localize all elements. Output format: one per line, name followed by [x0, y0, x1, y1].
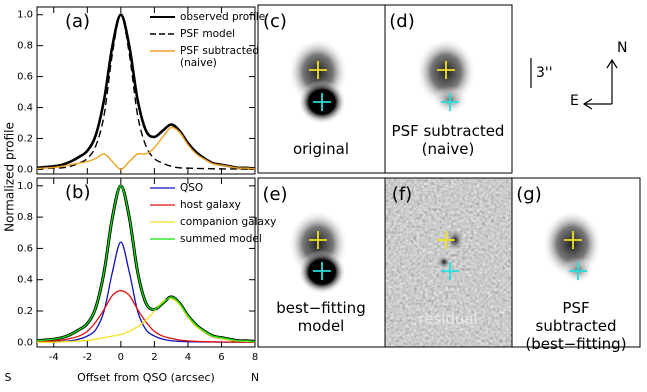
x-end-label: N — [251, 371, 259, 384]
image-caption: PSF subtracted (naive) — [391, 122, 505, 158]
y-tick-label: 1.0 — [17, 181, 33, 192]
legend-label: PSF model — [180, 28, 236, 40]
panel-label: (g) — [516, 184, 541, 205]
legend-label: PSF subtracted (naive) — [180, 45, 260, 69]
y-tick-label: 0.8 — [17, 41, 33, 52]
y-tick-label: 0.0 — [17, 164, 33, 175]
y-tick-label: 0.2 — [17, 306, 33, 317]
compass — [530, 58, 618, 110]
x-tick-label: 2 — [151, 352, 157, 363]
east-label: E — [570, 93, 579, 109]
image-caption: residual — [418, 310, 478, 328]
y-tick-label: 0.6 — [17, 243, 33, 254]
y-tick-label: 1.0 — [17, 10, 33, 21]
x-tick-label: -2 — [82, 352, 92, 363]
y-tick-label: 0.2 — [17, 133, 33, 144]
y-tick-label: 0.8 — [17, 212, 33, 223]
profile-line — [37, 297, 256, 343]
image-e — [257, 177, 386, 348]
image-g — [511, 177, 641, 348]
image-caption: original — [292, 140, 350, 158]
panel-label: (d) — [389, 11, 414, 32]
image-f — [384, 177, 513, 348]
profile-line — [36, 241, 255, 343]
x-tick-label: 0 — [118, 352, 124, 363]
panel-label: (c) — [263, 11, 287, 32]
plot-frame — [36, 177, 256, 348]
x-tick-label: -4 — [49, 352, 59, 363]
y-tick-label: 0.4 — [17, 103, 33, 114]
image-d — [384, 4, 513, 174]
scale-label: 3'' — [536, 65, 553, 81]
profile-line — [36, 185, 256, 343]
legend-label: QSO — [180, 182, 204, 194]
panel-label: (a) — [65, 11, 90, 32]
y-axis-label: Normalized profile — [3, 122, 17, 232]
image-caption: PSF subtracted (best−fitting) — [525, 299, 627, 353]
profile-line — [36, 290, 255, 343]
x-axis-label: Offset from QSO (arcsec) — [77, 371, 215, 384]
legend-label: companion galaxy — [180, 216, 277, 228]
legend-label: host galaxy — [180, 199, 241, 211]
north-label: N — [617, 40, 627, 56]
y-tick-label: 0.6 — [17, 72, 33, 83]
legend-label: observed profile — [180, 11, 266, 23]
x-tick-label: 6 — [218, 352, 224, 363]
y-tick-label: 0.0 — [17, 337, 33, 348]
image-c — [257, 4, 386, 174]
panel-label: (e) — [262, 184, 287, 205]
profile-line — [36, 126, 256, 171]
x-tick-label: 8 — [252, 352, 258, 363]
panel-label: (f) — [392, 184, 412, 205]
panel-label: (b) — [65, 182, 90, 203]
x-tick-label: 4 — [185, 352, 191, 363]
profile-line — [36, 14, 255, 170]
plot-frame — [36, 6, 256, 175]
legend-label: summed model — [180, 233, 262, 245]
image-caption: best−fitting model — [276, 299, 366, 335]
y-tick-label: 0.4 — [17, 275, 33, 286]
x-end-label: S — [5, 371, 12, 384]
